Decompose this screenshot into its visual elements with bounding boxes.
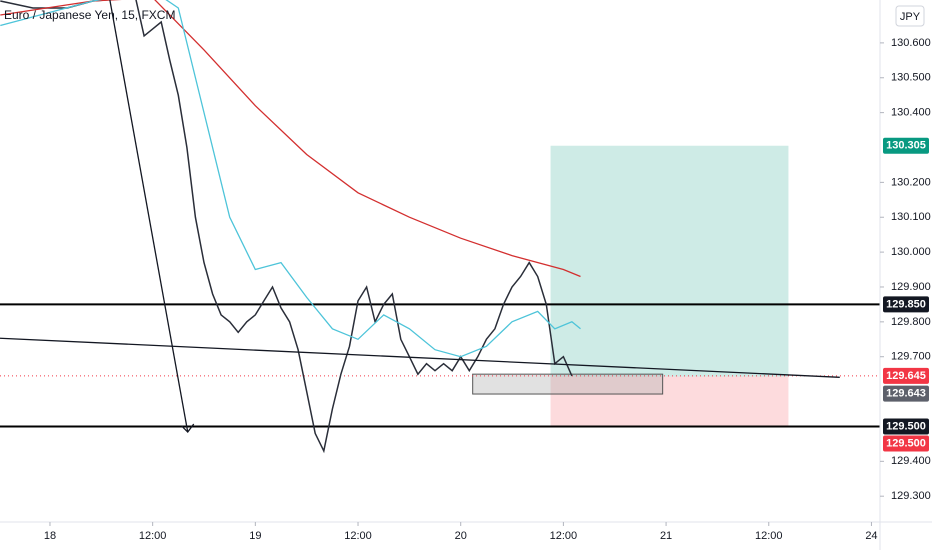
price-label: 129.645: [886, 370, 926, 382]
x-tick-label: 20: [455, 530, 467, 542]
y-tick-label: 130.600: [891, 37, 931, 49]
price-label-bg: [883, 137, 929, 154]
series-line: [0, 0, 573, 454]
x-tick-label: 12:00: [344, 530, 372, 542]
y-tick-label: 129.900: [891, 281, 931, 293]
y-tick-label: 130.000: [891, 246, 931, 258]
x-tick-label: 24: [865, 530, 877, 542]
y-tick-label: 130.500: [891, 72, 931, 84]
arrow-line: [109, 0, 189, 433]
price-label: 129.500: [886, 437, 926, 449]
y-tick-label: 129.300: [891, 490, 931, 502]
x-tick-label: 19: [249, 530, 261, 542]
arrow-head: [181, 423, 195, 434]
price-label-bg: [883, 418, 929, 435]
price-label-bg: [883, 385, 929, 402]
x-tick-label: 12:00: [550, 530, 578, 542]
y-tick-label: 129.700: [891, 351, 931, 363]
zone-box: [472, 373, 664, 395]
y-tick-label: 130.200: [891, 176, 931, 188]
price-label-bg: [883, 367, 929, 384]
price-label-bg: [883, 435, 929, 452]
price-label: 129.500: [886, 420, 926, 432]
y-tick-label: 129.800: [891, 316, 931, 328]
currency-button[interactable]: [895, 5, 925, 27]
chart-title: Euro / Japanese Yen, 15, FXCM: [4, 8, 175, 22]
stop-zone: [550, 376, 789, 427]
y-tick-label: 130.400: [891, 107, 931, 119]
currency-label: JPY: [900, 11, 921, 23]
trend-line: [0, 337, 840, 378]
x-tick-label: 21: [660, 530, 672, 542]
price-label: 129.643: [886, 387, 926, 399]
x-tick-label: 12:00: [139, 530, 167, 542]
series-line: [0, 0, 581, 278]
target-zone: [550, 145, 789, 377]
price-label: 129.850: [886, 298, 926, 310]
price-label-bg: [883, 296, 929, 313]
plot-area: [0, 0, 880, 454]
series-line: [0, 0, 581, 358]
y-tick-label: 130.100: [891, 211, 931, 223]
y-tick-label: 129.400: [891, 455, 931, 467]
price-label: 130.305: [886, 140, 926, 152]
x-tick-label: 12:00: [755, 530, 783, 542]
x-tick-label: 18: [44, 530, 56, 542]
